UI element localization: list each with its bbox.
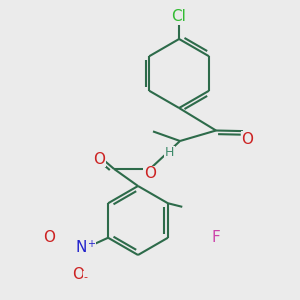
Text: O: O: [144, 167, 156, 182]
Text: H: H: [165, 146, 174, 160]
Text: O: O: [242, 132, 254, 147]
Text: N: N: [75, 240, 87, 255]
Text: F: F: [212, 230, 220, 244]
Text: O: O: [44, 230, 56, 244]
Text: Cl: Cl: [171, 9, 186, 24]
Text: O: O: [93, 152, 105, 166]
Text: O: O: [72, 267, 84, 282]
Text: +: +: [87, 238, 95, 249]
Text: -: -: [83, 272, 87, 282]
